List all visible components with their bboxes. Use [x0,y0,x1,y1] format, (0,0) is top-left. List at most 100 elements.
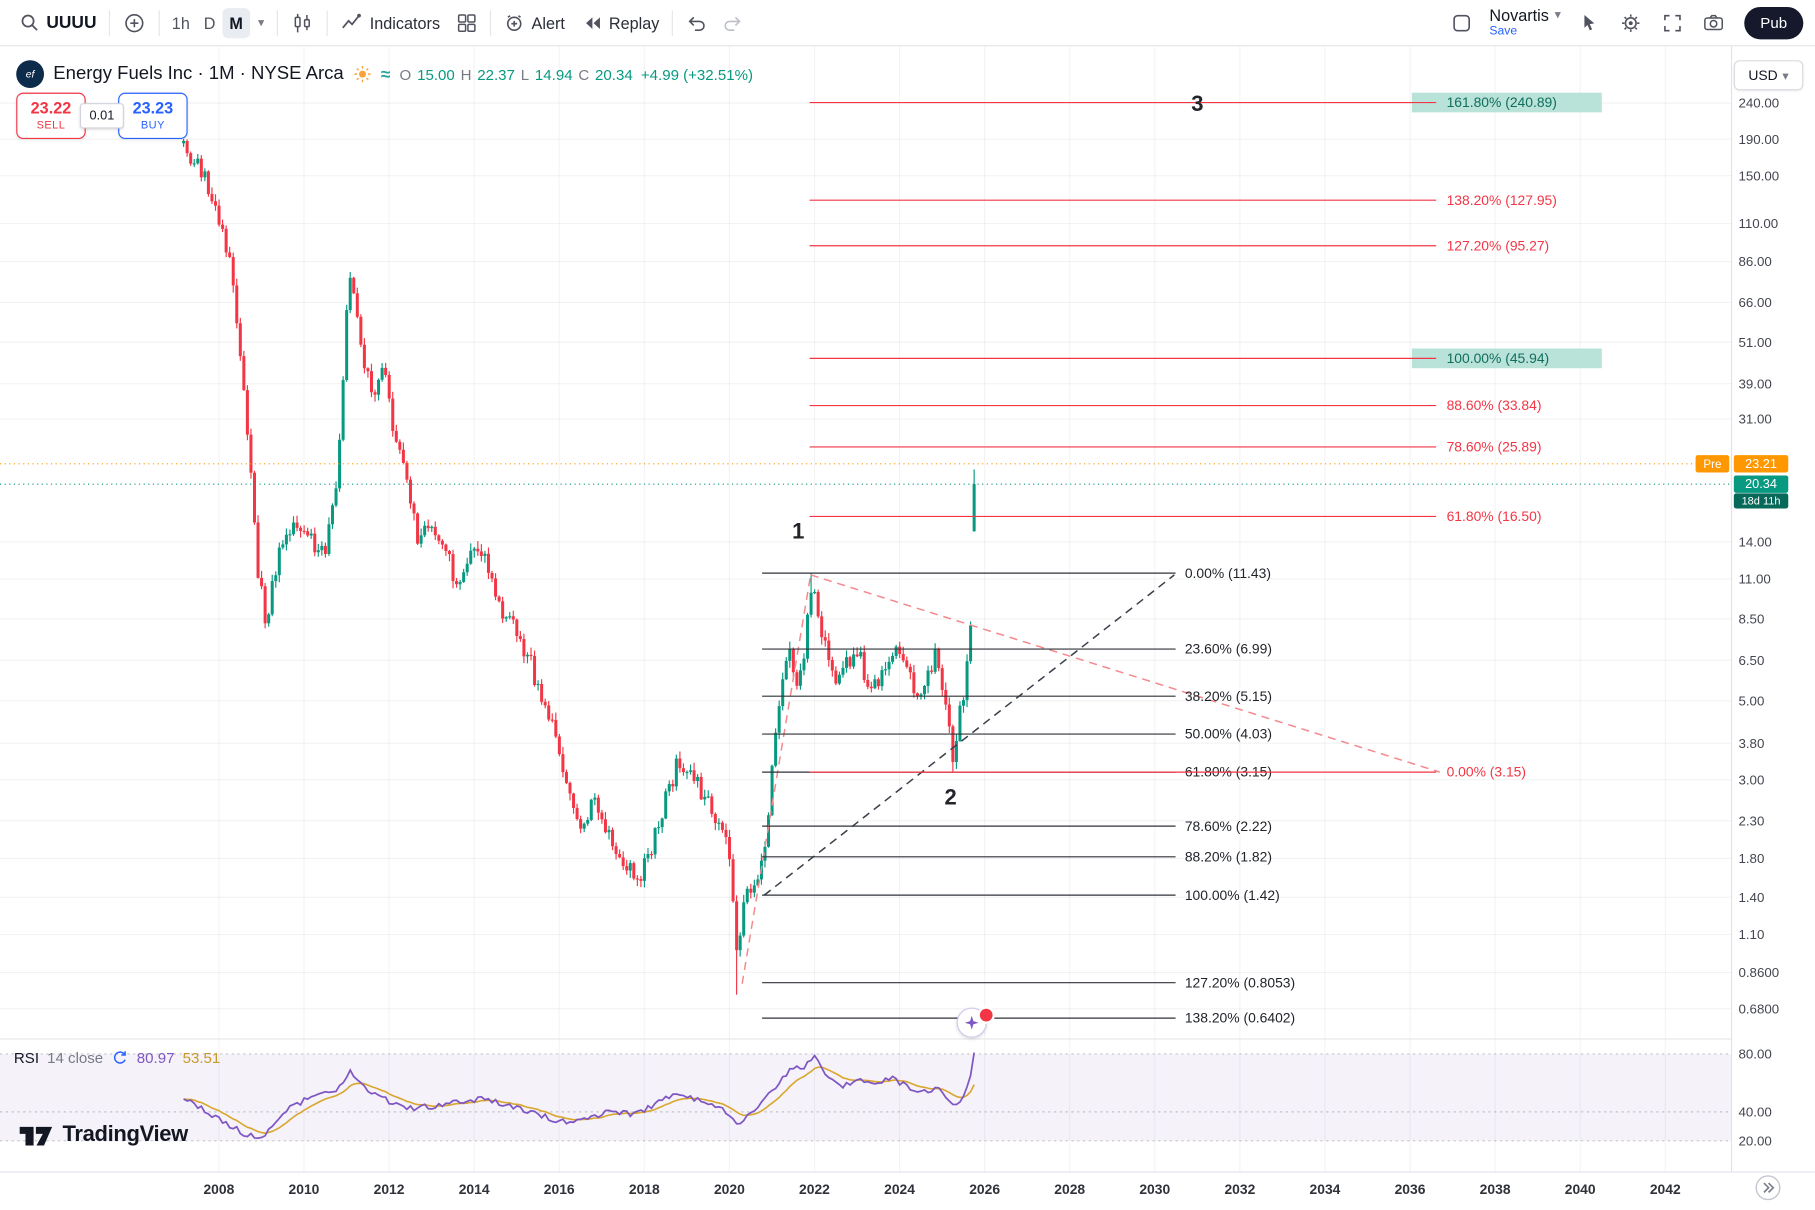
candle [387,374,391,399]
candle [313,533,317,553]
chart-legend: ef Energy Fuels Inc · 1M · NYSE Arca ≈ O… [16,60,753,89]
fib-ext-label: 61.80% (16.50) [1447,508,1542,524]
layout-grid-button[interactable] [448,6,485,38]
price-lines [0,463,1732,485]
candle [625,866,629,871]
candle [547,705,551,720]
candle [338,439,342,489]
quick-actions-button[interactable] [1570,6,1607,38]
time-tick-label: 2022 [799,1181,830,1197]
symbol-title[interactable]: Energy Fuels Inc · 1M · NYSE Arca [53,63,344,84]
candle [852,654,856,667]
rsi-legend[interactable]: RSI 14 close 80.97 53.51 [14,1049,220,1066]
alert-clock-icon [506,14,522,31]
candle [603,819,607,833]
toolbar-divider [159,9,161,36]
candle [586,819,590,824]
symbol-search-button[interactable]: UUUU [12,6,105,38]
candle [210,194,214,202]
candle [720,822,724,830]
candle [650,854,654,856]
candle [433,526,437,536]
candle [823,637,827,641]
candle [203,171,207,178]
interval-dropdown[interactable]: ▾ [250,6,273,38]
settings-button[interactable] [1612,6,1649,38]
price-tick-label: 110.00 [1738,216,1778,231]
sell-button[interactable]: 23.22 SELL [16,92,86,139]
tradingview-logo[interactable]: TradingView [19,1121,188,1149]
candle [884,669,888,671]
candle [692,770,696,782]
replay-button[interactable]: Replay [573,6,668,38]
chart-style-button[interactable] [283,6,322,38]
candle [848,657,852,667]
candle [862,652,866,680]
price-tick-label: 3.80 [1738,736,1764,751]
fib-ext-label: 88.60% (33.84) [1447,397,1542,413]
fib-retracement[interactable]: 0.00% (11.43) 23.60% (6.99) 38.20% (5.15) 5… [762,565,1295,1026]
candle [288,534,292,536]
interval-1h[interactable]: 1h [171,13,190,32]
currency-selector[interactable]: USD ▾ [1733,60,1804,91]
notification-dot [977,1006,995,1024]
redo-button[interactable] [715,6,752,38]
candle [302,530,306,533]
candle [249,434,253,473]
candle [713,813,717,824]
candle [231,257,235,286]
candle [646,854,650,859]
time-tick-label: 2026 [969,1181,1000,1197]
price-tick-label: 190.00 [1738,132,1779,147]
fib-label: 38.20% (5.15) [1185,688,1272,704]
indicators-button[interactable]: Indicators [333,6,448,38]
candle [820,616,824,638]
pre-tag: Pre [1703,459,1721,471]
time-tick-label: 2014 [459,1181,490,1197]
candle [472,548,476,551]
rsi-params: 14 close [47,1049,104,1067]
chevron-down-icon: ▾ [257,16,265,31]
fib-label: 0.00% (11.43) [1185,565,1271,581]
price-tick-label: 31.00 [1738,412,1771,427]
undo-button[interactable] [678,6,715,38]
layout-menu[interactable]: Novartis ▾ Save [1485,7,1566,38]
save-link[interactable]: Save [1489,24,1518,39]
candle [540,683,544,702]
candle [401,449,405,463]
compare-add-button[interactable] [115,6,154,38]
candle [228,252,232,258]
fullscreen-button[interactable] [1654,6,1691,38]
buy-button[interactable]: 23.23 BUY [118,92,188,139]
rsi-sync-icon [114,1051,126,1064]
trend-lines[interactable] [741,574,1441,984]
publish-button[interactable]: Pub [1744,6,1804,39]
ai-sparkle-widget[interactable] [956,1006,996,1038]
time-axis[interactable]: 2008 2010 2012 2014 2016 2018 2020 2022 2024 2026… [0,1171,1815,1210]
price-axis[interactable]: 240.00 190.00 150.00 110.00 86.00 66.00 51.00 3… [1730,46,1815,1173]
select-layout-checkbox[interactable] [1443,6,1480,38]
candle [469,550,473,564]
candle [770,765,774,816]
scroll-to-recent-button[interactable] [1755,1174,1782,1206]
fib-extension[interactable]: 161.80% (240.89) 138.20% (127.95) 127.20% … [809,92,1602,780]
candle [837,674,841,684]
interval-d[interactable]: D [203,13,216,32]
candle [809,592,813,615]
candle [749,888,753,893]
candle [947,704,951,727]
alert-button[interactable]: Alert [496,6,573,38]
wave-label: 1 [792,519,804,544]
time-tick-label: 2010 [289,1181,320,1197]
candle [678,758,682,769]
price-tick-label: 3.00 [1738,772,1764,787]
candle [504,617,508,619]
wave-labels[interactable]: 1 2 3 [792,91,1203,810]
snapshot-button[interactable] [1695,6,1732,38]
candle [940,668,944,690]
interval-m[interactable]: M [222,7,250,38]
candle [377,379,381,395]
fullscreen-icon [1663,14,1681,31]
candle [455,581,459,585]
